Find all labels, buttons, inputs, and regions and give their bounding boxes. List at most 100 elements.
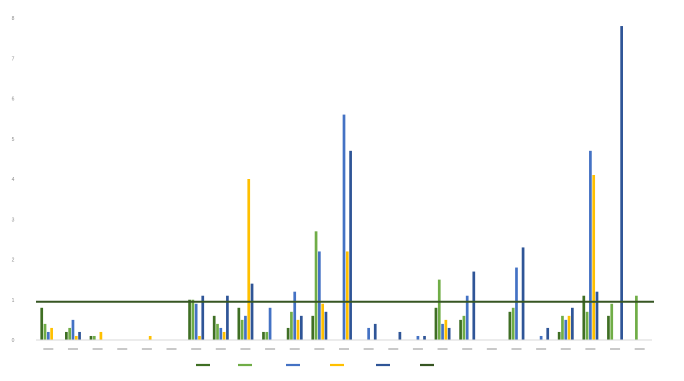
bar	[373, 323, 377, 340]
bar	[65, 331, 68, 340]
x-tick-mark	[634, 348, 645, 350]
bar	[299, 315, 303, 340]
bar	[286, 327, 290, 340]
bar	[595, 291, 599, 340]
x-tick-mark	[92, 348, 103, 350]
bar	[212, 315, 216, 340]
bar	[262, 331, 265, 340]
bar	[345, 251, 349, 340]
x-axis	[36, 339, 652, 350]
bar	[78, 331, 81, 340]
bar	[99, 331, 103, 340]
bar	[89, 335, 93, 340]
bar	[635, 295, 638, 340]
bar	[290, 311, 293, 340]
bar	[92, 335, 96, 340]
x-tick-mark	[412, 348, 423, 350]
bar	[250, 283, 254, 340]
x-tick-mark	[339, 348, 349, 350]
x-tick-mark	[437, 348, 448, 350]
bar	[515, 267, 518, 340]
bars	[40, 26, 638, 341]
bar	[293, 291, 297, 340]
bar	[462, 315, 466, 340]
bar	[472, 271, 476, 340]
bar	[447, 327, 451, 340]
bar	[71, 319, 75, 341]
bar	[216, 323, 219, 340]
bar	[188, 299, 191, 340]
x-tick-mark	[610, 348, 621, 350]
bar	[546, 327, 550, 340]
x-tick-mark	[117, 348, 128, 350]
bar	[434, 307, 438, 340]
bar	[592, 174, 596, 340]
bar	[561, 315, 564, 340]
y-tick-label: 5	[12, 137, 15, 143]
bar	[585, 311, 589, 340]
bar	[40, 307, 44, 340]
bar	[268, 307, 272, 340]
bar	[240, 319, 244, 341]
x-tick-mark	[314, 348, 325, 350]
x-tick-mark	[215, 348, 226, 350]
bar	[416, 335, 420, 340]
bar	[610, 303, 614, 340]
bar	[191, 299, 195, 340]
x-tick-mark	[388, 348, 399, 350]
bar	[423, 335, 426, 340]
x-tick-mark	[363, 348, 374, 350]
y-tick-label: 0	[12, 338, 15, 344]
x-tick-mark	[43, 348, 54, 350]
x-tick-mark	[462, 348, 473, 350]
y-tick-label: 2	[12, 258, 15, 264]
bar	[321, 303, 325, 340]
bar	[237, 307, 241, 340]
x-tick-mark	[141, 348, 152, 350]
bar	[247, 179, 251, 340]
bar	[201, 295, 205, 340]
y-tick-label: 6	[12, 97, 15, 103]
bar	[222, 331, 226, 340]
bar	[265, 331, 269, 340]
y-tick-label: 3	[12, 217, 15, 223]
bar	[398, 331, 402, 340]
bar	[314, 231, 318, 340]
bar	[571, 307, 574, 340]
bar	[459, 319, 462, 341]
bar	[342, 114, 346, 340]
x-tick-mark	[240, 348, 251, 350]
bar	[511, 307, 515, 340]
y-axis: 0 1 2 3 4 5 6 7 8	[12, 16, 15, 344]
bar	[226, 295, 229, 340]
y-tick-label: 8	[12, 16, 15, 22]
bar	[539, 335, 543, 340]
bar	[194, 303, 198, 340]
bar	[564, 319, 568, 341]
bar	[508, 311, 512, 340]
bar	[620, 26, 623, 341]
y-tick-label: 1	[12, 298, 15, 304]
x-tick-mark	[585, 348, 596, 350]
bar	[74, 335, 78, 340]
bar	[219, 327, 223, 340]
x-tick-mark	[560, 348, 571, 350]
bar	[148, 335, 152, 340]
bar	[589, 150, 592, 340]
bar	[444, 319, 448, 341]
x-tick-mark	[536, 348, 547, 350]
bar	[43, 323, 47, 340]
bar	[582, 295, 586, 340]
x-tick-mark	[166, 348, 177, 350]
bar	[198, 335, 201, 340]
x-tick-mark	[486, 348, 497, 350]
bar	[607, 315, 610, 340]
x-tick-mark	[265, 348, 276, 350]
bar	[521, 247, 525, 340]
x-tick-mark	[191, 348, 202, 350]
x-tick-mark	[511, 348, 522, 350]
bar	[311, 315, 315, 340]
x-tick-mark	[67, 348, 78, 350]
